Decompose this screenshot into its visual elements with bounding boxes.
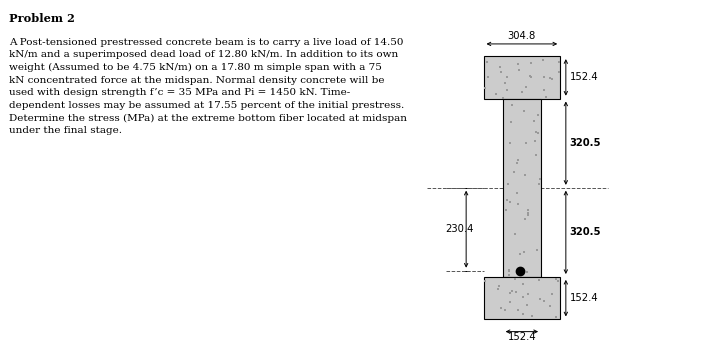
Point (526, 60, 537, 66)
Point (532, 130, 544, 136)
Bar (484, 277, 560, 319)
Point (520, 84, 531, 90)
Point (482, 74, 493, 80)
Point (553, 69, 564, 74)
Point (490, 91, 502, 97)
Point (520, 140, 531, 146)
Point (550, 314, 562, 319)
Point (495, 69, 507, 75)
Point (495, 305, 507, 311)
Text: 304.8: 304.8 (508, 31, 536, 41)
Point (512, 190, 523, 196)
Point (525, 73, 536, 79)
Point (518, 249, 529, 255)
Point (517, 281, 528, 287)
Point (529, 138, 541, 144)
Point (533, 277, 544, 282)
Point (503, 267, 515, 272)
Point (506, 102, 518, 108)
Point (511, 160, 523, 166)
Point (501, 87, 513, 93)
Point (500, 80, 511, 86)
Point (514, 252, 526, 257)
Point (537, 57, 549, 63)
Point (538, 298, 549, 304)
Point (510, 276, 521, 282)
Text: 320.5: 320.5 (570, 227, 601, 237)
Point (520, 173, 531, 178)
Point (550, 276, 562, 282)
Point (526, 313, 537, 319)
Point (534, 181, 545, 187)
Point (538, 74, 549, 80)
Point (501, 74, 513, 80)
Point (522, 291, 534, 297)
Point (521, 269, 533, 275)
Text: Problem 2: Problem 2 (9, 13, 74, 24)
Point (516, 89, 528, 95)
Point (505, 140, 516, 146)
Point (546, 76, 557, 82)
Bar (484, 56, 560, 98)
Point (479, 85, 490, 91)
Point (523, 208, 534, 213)
Bar (503, 98, 541, 277)
Point (518, 311, 529, 317)
Text: 152.4: 152.4 (508, 332, 536, 342)
Point (544, 75, 556, 81)
Point (546, 291, 557, 297)
Point (531, 129, 542, 135)
Point (517, 295, 528, 300)
Point (519, 216, 531, 222)
Text: 230.4: 230.4 (446, 224, 474, 234)
Point (481, 59, 492, 65)
Text: 320.5: 320.5 (570, 138, 601, 148)
Point (533, 112, 544, 118)
Point (509, 169, 521, 175)
Point (522, 211, 534, 216)
Point (544, 303, 556, 309)
Point (492, 286, 503, 292)
Point (552, 278, 564, 284)
Point (498, 95, 509, 101)
Point (540, 95, 552, 100)
Point (505, 290, 516, 296)
Point (505, 288, 517, 294)
Point (512, 201, 523, 207)
Point (500, 207, 511, 213)
Point (539, 87, 550, 93)
Point (513, 157, 524, 163)
Point (534, 176, 545, 182)
Text: 152.4: 152.4 (570, 72, 598, 82)
Text: A Post-tensioned prestressed concrete beam is to carry a live load of 14.50
kN/m: A Post-tensioned prestressed concrete be… (9, 38, 407, 135)
Point (530, 153, 541, 158)
Point (510, 289, 522, 295)
Point (518, 108, 530, 114)
Point (504, 299, 516, 305)
Point (531, 247, 543, 252)
Point (510, 231, 521, 237)
Text: 152.4: 152.4 (570, 293, 598, 303)
Point (503, 182, 514, 187)
Point (523, 212, 534, 218)
Point (505, 119, 517, 125)
Point (512, 307, 523, 313)
Point (513, 67, 525, 72)
Point (503, 272, 515, 278)
Point (521, 302, 533, 308)
Point (504, 199, 516, 205)
Point (499, 308, 510, 313)
Point (493, 283, 505, 289)
Point (501, 198, 513, 203)
Point (480, 278, 491, 284)
Point (534, 296, 546, 302)
Point (526, 74, 537, 80)
Point (495, 65, 506, 71)
Point (512, 61, 523, 67)
Point (503, 268, 515, 274)
Point (554, 59, 565, 65)
Point (528, 118, 539, 124)
